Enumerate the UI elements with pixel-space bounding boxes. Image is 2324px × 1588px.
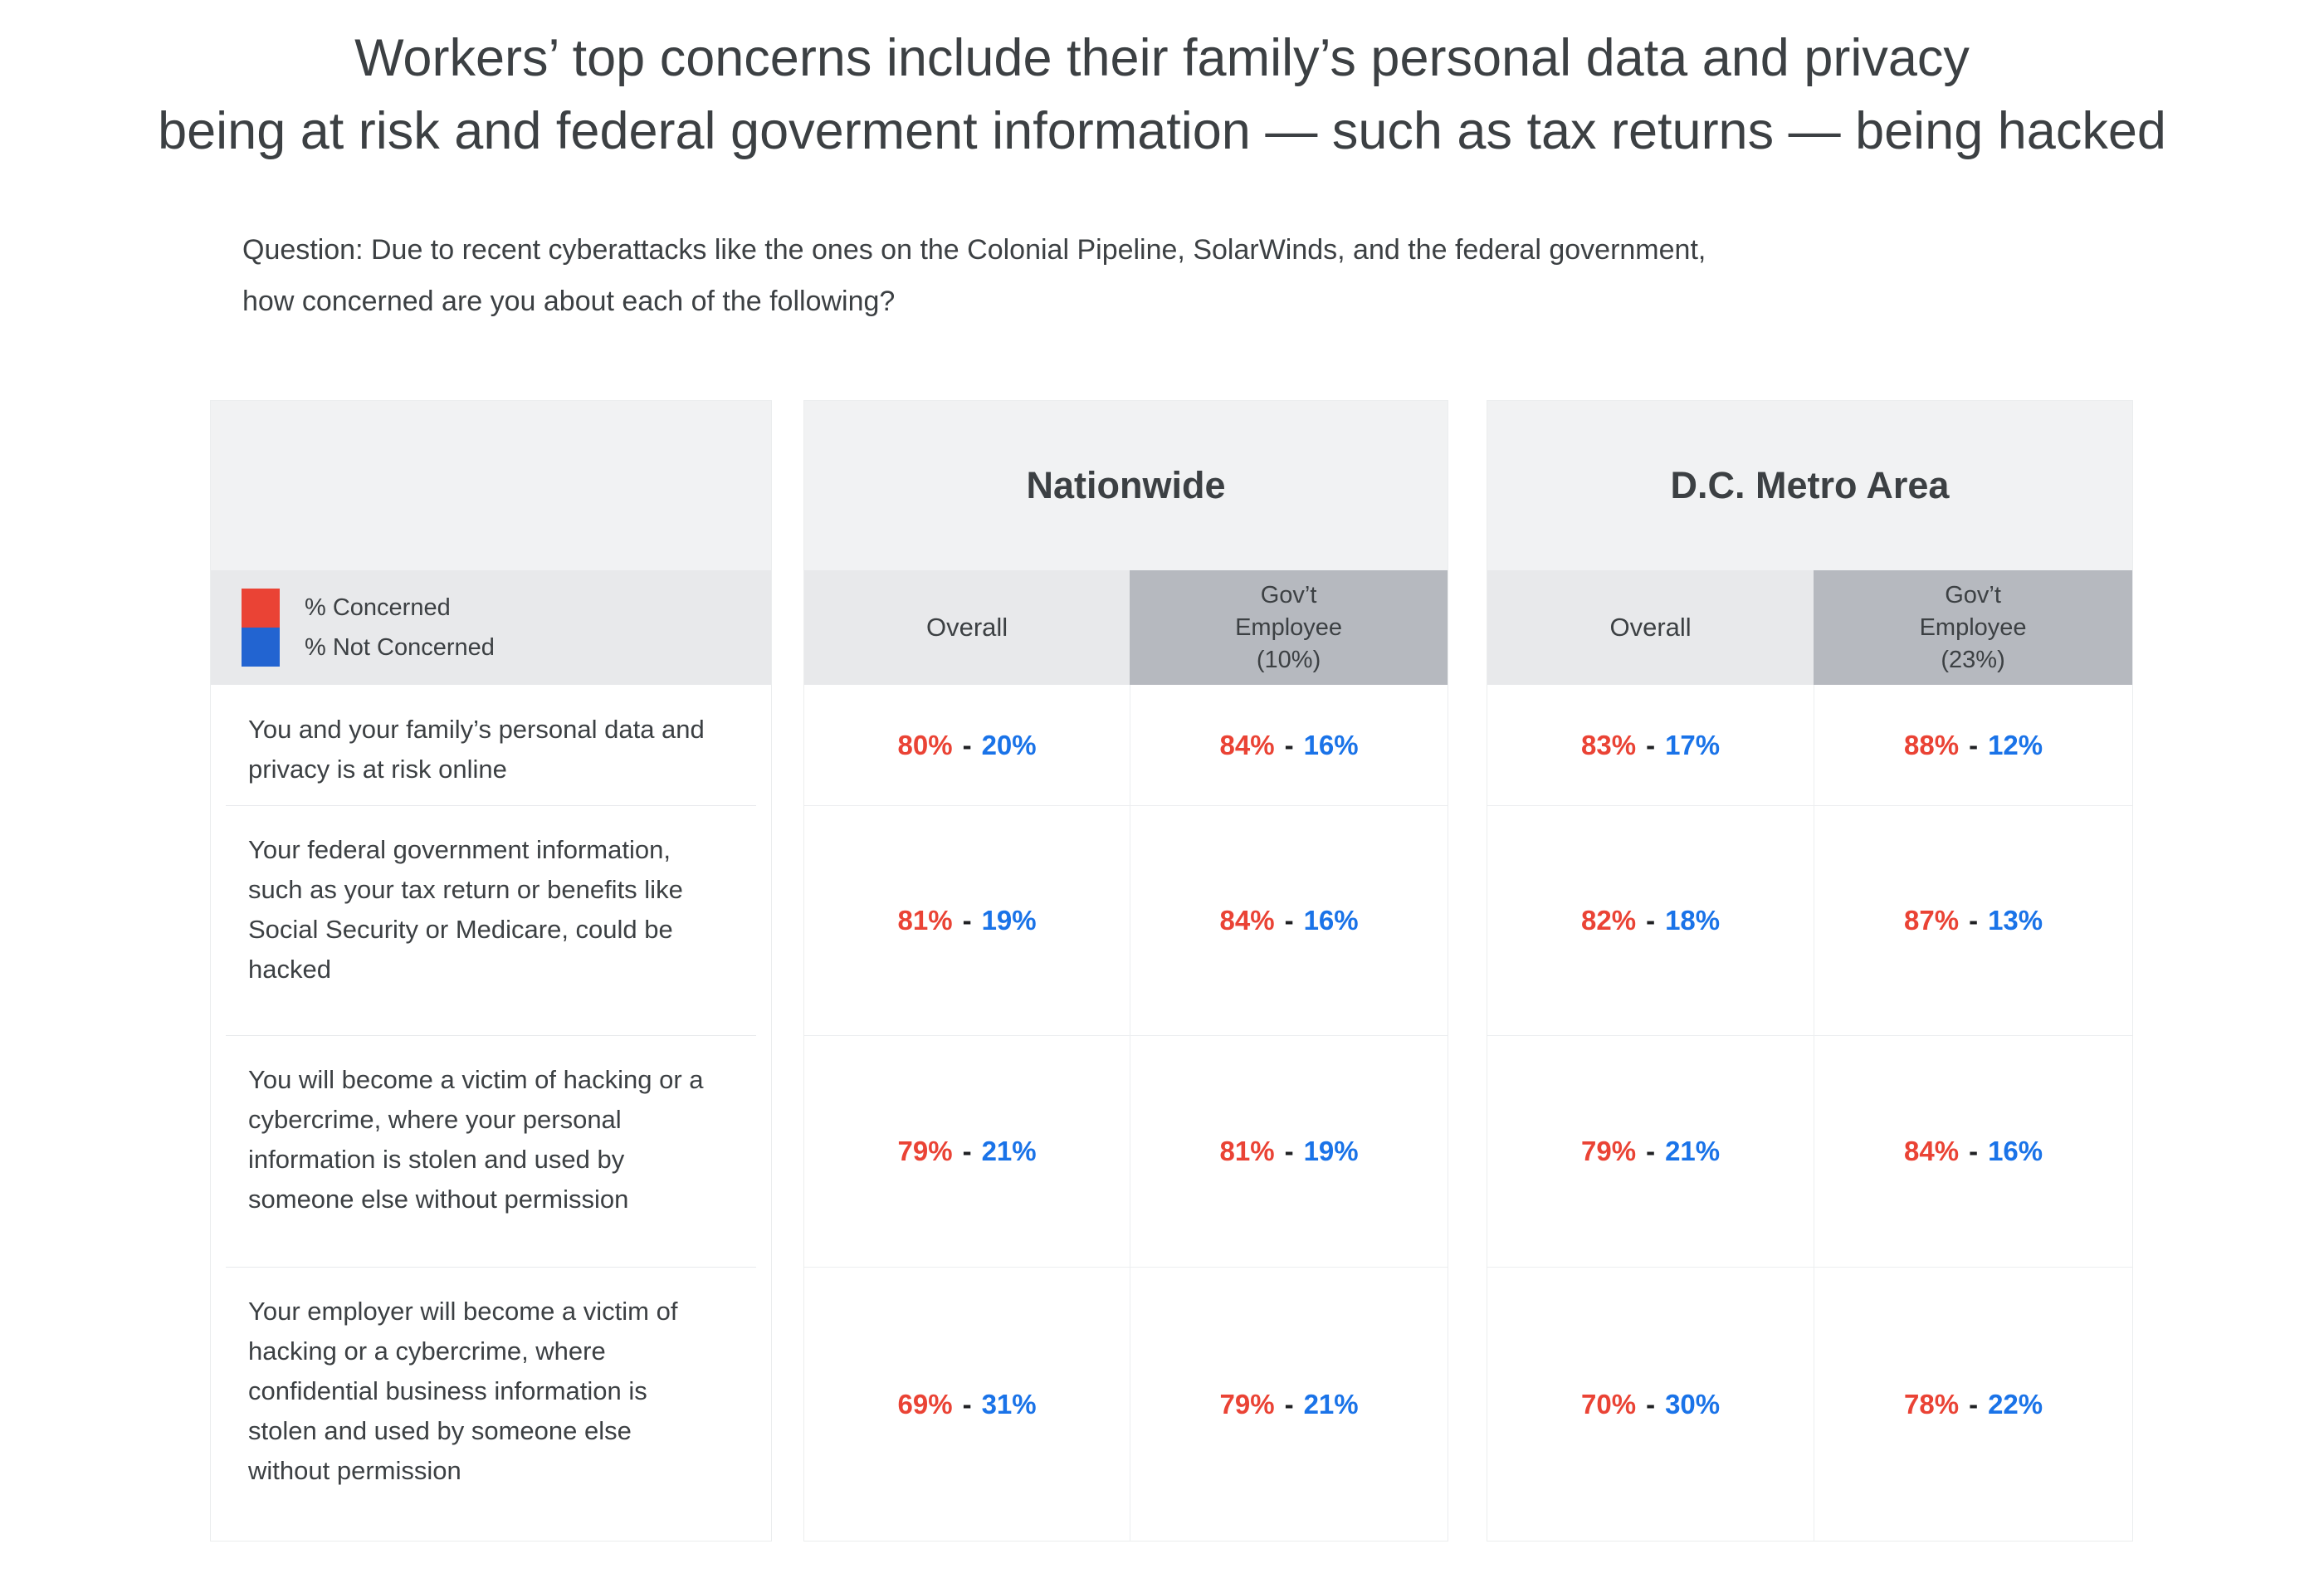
value-row: 83% - 17% 88% - 12%: [1487, 685, 2132, 806]
nationwide-card: Nationwide Overall Gov’t Employee (10%) …: [803, 400, 1448, 1542]
value-separator: -: [1646, 905, 1656, 936]
infographic: Workers’ top concerns include their fami…: [158, 29, 2324, 1542]
legend: % Concerned % Not Concerned: [211, 570, 771, 686]
question-text: Question: Due to recent cyberattacks lik…: [242, 234, 1706, 318]
not-concerned-value: 20%: [981, 729, 1037, 760]
value-separator: -: [1284, 1388, 1294, 1419]
not-concerned-value: 21%: [981, 1136, 1037, 1167]
not-concerned-value: 16%: [1988, 1136, 2043, 1167]
concerned-value: 82%: [1581, 905, 1637, 936]
concerned-value: 81%: [1219, 1136, 1275, 1167]
value-cell: 80% - 20%: [804, 685, 1130, 805]
concerned-value: 84%: [1219, 905, 1275, 936]
concerned-value: 84%: [1904, 1136, 1960, 1167]
row-label-federal-info: Your federal government information, suc…: [211, 805, 771, 1035]
not-concerned-value: 17%: [1665, 729, 1721, 760]
value-cell: 83% - 17%: [1487, 685, 1814, 805]
concerned-value: 69%: [897, 1388, 953, 1419]
value-cell: 84% - 16%: [1130, 806, 1448, 1036]
value-separator: -: [1646, 1136, 1656, 1167]
value-cell: 81% - 19%: [804, 806, 1130, 1035]
concerned-value: 79%: [897, 1136, 953, 1167]
column-header-nationwide-overall: Overall: [804, 570, 1130, 686]
column-header-nationwide-govt-employee: Gov’t Employee (10%): [1130, 570, 1448, 686]
value-cell: 79% - 21%: [1487, 1036, 1814, 1267]
value-cell: 88% - 12%: [1814, 685, 2132, 806]
page-title: Workers’ top concerns include their fami…: [158, 29, 2166, 161]
value-cell: 69% - 31%: [804, 1268, 1130, 1541]
legend-labels: % Concerned % Not Concerned: [305, 588, 495, 667]
value-cell: 81% - 19%: [1130, 1036, 1448, 1268]
value-separator: -: [1969, 729, 1979, 760]
value-row: 80% - 20% 84% - 16%: [804, 685, 1448, 806]
value-separator: -: [962, 905, 972, 936]
value-row: 81% - 19% 84% - 16%: [804, 805, 1448, 1036]
column-header-dc-overall: Overall: [1487, 570, 1814, 686]
value-separator: -: [1646, 729, 1656, 760]
not-concerned-value: 13%: [1988, 905, 2043, 936]
value-cell: 87% - 13%: [1814, 806, 2132, 1036]
legend-swatches: [242, 589, 280, 667]
concerned-swatch-icon: [242, 589, 280, 628]
value-row: 79% - 21% 84% - 16%: [1487, 1035, 2132, 1268]
concerned-value: 70%: [1581, 1388, 1637, 1419]
legend-not-concerned-label: % Not Concerned: [305, 634, 495, 662]
not-concerned-value: 22%: [1988, 1388, 2043, 1419]
value-separator: -: [1969, 905, 1979, 936]
not-concerned-value: 19%: [1303, 1136, 1359, 1167]
value-cell: 78% - 22%: [1814, 1268, 2132, 1542]
concerned-value: 78%: [1904, 1388, 1960, 1419]
labels-card: % Concerned % Not Concerned You and your…: [210, 400, 772, 1542]
row-label-employer-victim: Your employer will become a victim of ha…: [211, 1267, 771, 1541]
not-concerned-value: 21%: [1303, 1388, 1359, 1419]
dc-column-headers: Overall Gov’t Employee (23%): [1487, 570, 2132, 686]
value-cell: 84% - 16%: [1814, 1036, 2132, 1268]
value-separator: -: [962, 1388, 972, 1419]
not-concerned-value: 31%: [981, 1388, 1037, 1419]
labels-card-spacer: [211, 401, 771, 571]
value-row: 79% - 21% 81% - 19%: [804, 1035, 1448, 1268]
concerned-value: 87%: [1904, 905, 1960, 936]
value-separator: -: [962, 729, 972, 760]
value-separator: -: [1646, 1388, 1656, 1419]
nationwide-column-headers: Overall Gov’t Employee (10%): [804, 570, 1448, 686]
concerned-value: 88%: [1904, 729, 1960, 760]
not-concerned-value: 16%: [1303, 729, 1359, 760]
row-label-personal-data: You and your family’s personal data and …: [248, 715, 705, 784]
value-separator: -: [1969, 1388, 1979, 1419]
concerned-value: 83%: [1581, 729, 1637, 760]
not-concerned-swatch-icon: [242, 628, 280, 667]
not-concerned-value: 12%: [1988, 729, 2043, 760]
group-title-dc-metro: D.C. Metro Area: [1487, 401, 2132, 571]
not-concerned-value: 16%: [1303, 905, 1359, 936]
value-row: 69% - 31% 79% - 21%: [804, 1267, 1448, 1542]
row-label-victim-hacking: You will become a victim of hacking or a…: [211, 1035, 771, 1267]
concerned-value: 79%: [1219, 1388, 1275, 1419]
value-row: 70% - 30% 78% - 22%: [1487, 1267, 2132, 1542]
survey-table: % Concerned % Not Concerned You and your…: [210, 400, 2324, 1542]
value-cell: 79% - 21%: [1130, 1268, 1448, 1542]
value-separator: -: [1284, 905, 1294, 936]
concerned-value: 79%: [1581, 1136, 1637, 1167]
value-separator: -: [1284, 1136, 1294, 1167]
dc-metro-card: D.C. Metro Area Overall Gov’t Employee (…: [1487, 400, 2133, 1542]
group-title-nationwide: Nationwide: [804, 401, 1448, 571]
column-header-dc-govt-employee: Gov’t Employee (23%): [1814, 570, 2132, 686]
value-cell: 82% - 18%: [1487, 806, 1814, 1035]
value-row: 82% - 18% 87% - 13%: [1487, 805, 2132, 1036]
not-concerned-value: 30%: [1665, 1388, 1721, 1419]
concerned-value: 81%: [897, 905, 953, 936]
value-separator: -: [1284, 729, 1294, 760]
concerned-value: 80%: [897, 729, 953, 760]
concerned-value: 84%: [1219, 729, 1275, 760]
value-cell: 84% - 16%: [1130, 685, 1448, 806]
value-cell: 70% - 30%: [1487, 1268, 1814, 1541]
value-cell: 79% - 21%: [804, 1036, 1130, 1267]
not-concerned-value: 18%: [1665, 905, 1721, 936]
value-separator: -: [1969, 1136, 1979, 1167]
not-concerned-value: 19%: [981, 905, 1037, 936]
not-concerned-value: 21%: [1665, 1136, 1721, 1167]
legend-concerned-label: % Concerned: [305, 594, 451, 622]
value-separator: -: [962, 1136, 972, 1167]
